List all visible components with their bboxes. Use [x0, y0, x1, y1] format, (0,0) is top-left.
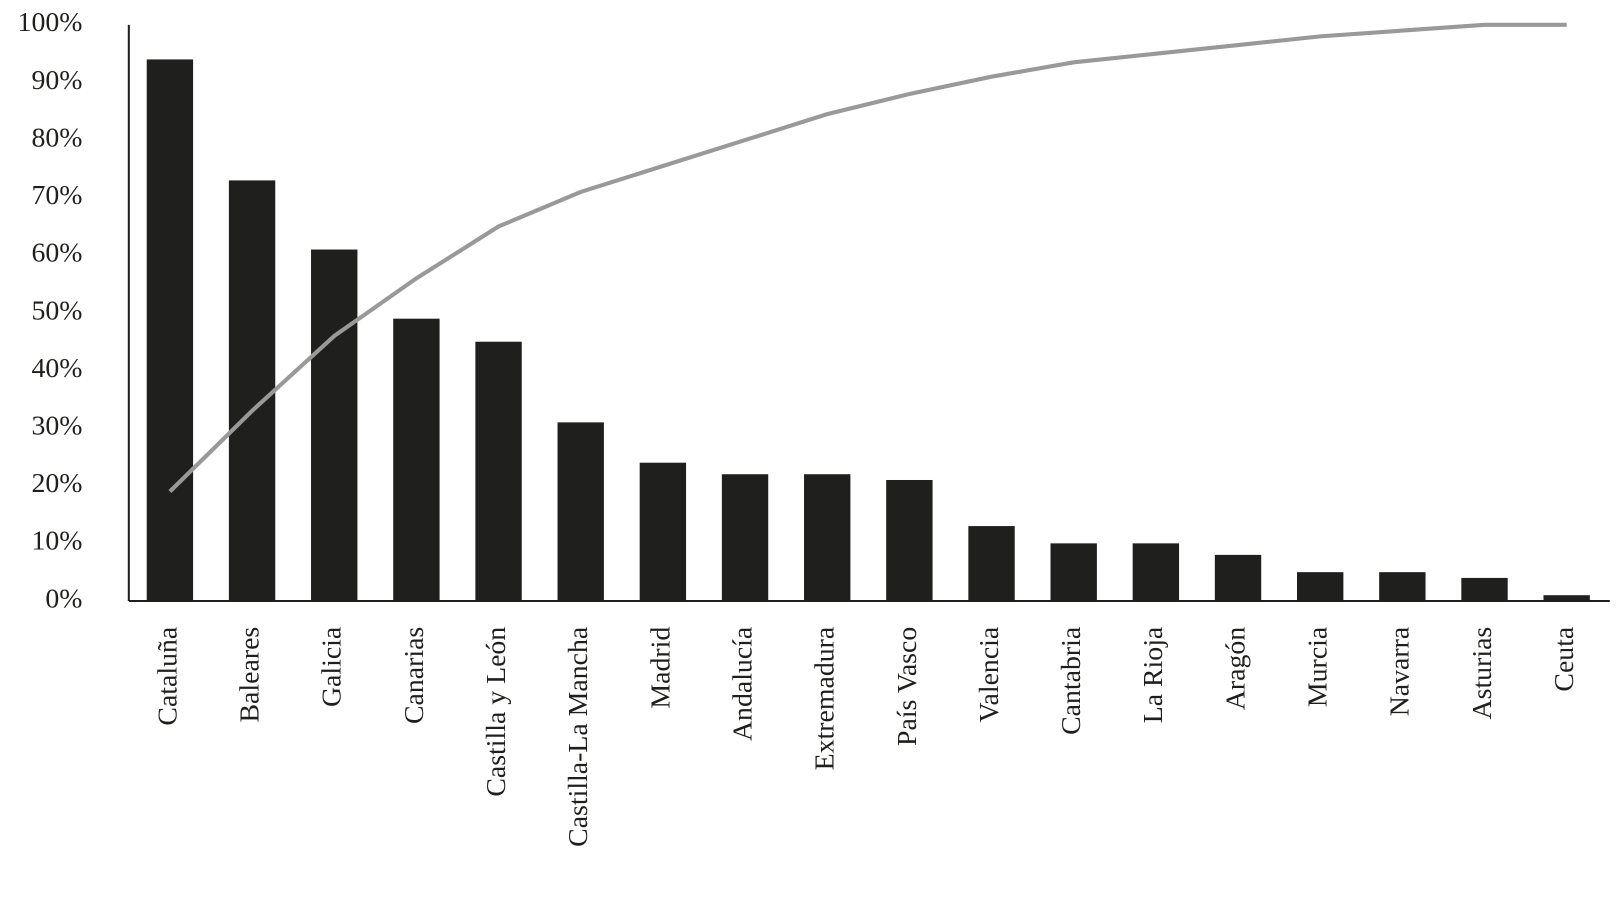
cumulative-line: [168, 22, 1567, 493]
y-tick-label: 10%: [31, 526, 82, 557]
bar: [1543, 595, 1590, 601]
x-tick-label: Andalucía: [727, 627, 758, 741]
bar: [1132, 543, 1180, 601]
bar: [1379, 572, 1426, 601]
x-tick-label: Extremadura: [810, 627, 841, 771]
y-tick-label: 90%: [31, 65, 82, 96]
bar: [639, 462, 687, 601]
x-tick-label: País Vasco: [892, 627, 923, 746]
y-tick-label: 30%: [31, 411, 82, 442]
x-tick-label: Canarias: [399, 627, 430, 724]
bar: [146, 59, 194, 601]
y-tick-label: 40%: [31, 353, 82, 384]
x-tick-label: Asturias: [1467, 627, 1498, 720]
bar: [886, 479, 933, 601]
y-tick-label: 80%: [31, 122, 82, 153]
bar: [721, 474, 769, 601]
x-tick-label: Castilla y León: [481, 627, 512, 797]
x-tick-label: Ceuta: [1549, 627, 1580, 692]
bar: [475, 341, 522, 601]
bar: [1296, 572, 1344, 601]
x-tick-label: Navarra: [1385, 627, 1416, 717]
x-tick-label: Cantabria: [1056, 627, 1087, 735]
x-tick-label: Castilla-La Mancha: [563, 627, 594, 847]
x-tick-label: La Rioja: [1138, 627, 1169, 724]
bar: [1050, 543, 1097, 601]
y-tick-label: 50%: [31, 295, 82, 326]
x-tick-label: Baleares: [234, 627, 265, 723]
x-tick-label: Murcia: [1303, 627, 1334, 707]
y-tick-label: 0%: [45, 583, 82, 614]
bar: [804, 474, 851, 601]
bar: [1214, 554, 1262, 601]
bar: [557, 422, 604, 601]
y-tick-label: 100%: [18, 7, 83, 38]
bar: [1461, 577, 1508, 601]
bar: [393, 318, 440, 601]
x-tick-label: Galicia: [317, 627, 348, 707]
x-tick-label: Madrid: [645, 627, 676, 709]
x-tick-label: Valencia: [974, 627, 1005, 723]
bar: [228, 180, 276, 601]
x-tick-label: Aragón: [1220, 627, 1251, 711]
x-tick-label: Cataluña: [152, 627, 183, 726]
bar: [968, 526, 1015, 601]
y-tick-label: 70%: [31, 180, 82, 211]
bar: [311, 249, 358, 601]
y-tick-label: 60%: [31, 238, 82, 269]
y-tick-label: 20%: [31, 468, 82, 499]
